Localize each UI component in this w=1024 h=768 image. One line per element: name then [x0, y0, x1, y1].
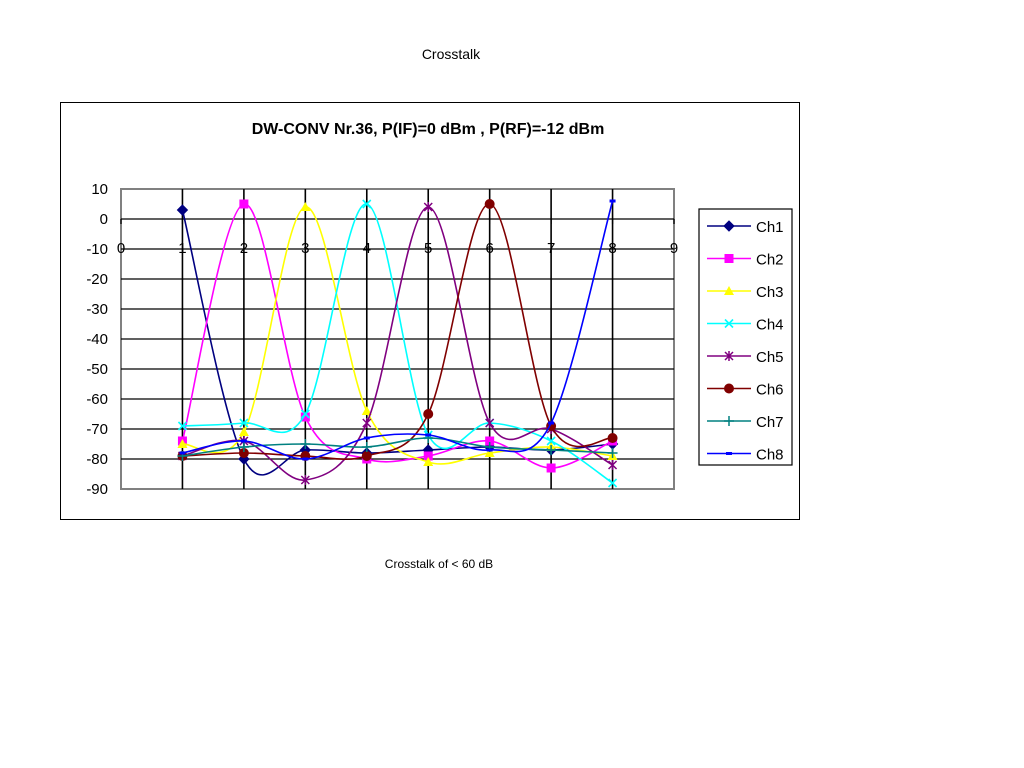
data-point-ch2 — [485, 436, 495, 446]
x-tick-label: 4 — [363, 240, 371, 257]
legend-marker-ch7 — [724, 416, 734, 426]
chart-caption: Crosstalk of < 60 dB — [384, 557, 494, 571]
legend-marker-ch3 — [724, 286, 734, 295]
y-tick-label: -40 — [86, 331, 108, 348]
legend-marker-ch6 — [724, 383, 734, 394]
data-point-ch7 — [607, 448, 618, 458]
data-point-ch5 — [423, 202, 433, 212]
x-tick-label: 7 — [547, 240, 555, 257]
data-point-ch8 — [179, 451, 186, 455]
data-point-ch2 — [546, 463, 556, 473]
y-tick-label: -10 — [86, 241, 108, 258]
data-point-ch8 — [302, 457, 309, 461]
legend-label-ch8: Ch8 — [756, 447, 784, 464]
data-point-ch7 — [546, 445, 557, 455]
data-point-ch4 — [177, 421, 188, 431]
legend-label-ch1: Ch1 — [756, 219, 784, 236]
chart-frame: DW-CONV Nr.36, P(IF)=0 dBm , P(RF)=-12 d… — [60, 102, 800, 520]
data-point-ch7 — [238, 442, 249, 452]
series-ch8 — [179, 199, 616, 461]
data-point-ch3 — [423, 457, 434, 466]
y-tick-label: -20 — [86, 271, 108, 288]
x-tick-label: 9 — [670, 240, 678, 257]
legend-label-ch7: Ch7 — [756, 414, 784, 431]
x-tick-label: 1 — [178, 240, 186, 257]
data-point-ch5 — [300, 475, 310, 485]
crosstalk-line-chart: DW-CONV Nr.36, P(IF)=0 dBm , P(RF)=-12 d… — [86, 121, 793, 498]
y-tick-label: -80 — [86, 451, 108, 468]
legend-marker-ch5 — [724, 351, 734, 361]
data-point-ch2 — [239, 199, 249, 209]
data-point-ch4 — [362, 199, 372, 209]
data-point-ch8 — [240, 439, 247, 443]
chart-title: DW-CONV Nr.36, P(IF)=0 dBm , P(RF)=-12 d… — [252, 121, 605, 138]
x-tick-label: 3 — [301, 240, 309, 257]
x-tick-label: 5 — [424, 240, 432, 257]
data-point-ch6 — [361, 451, 372, 461]
legend-marker-ch2 — [724, 254, 734, 263]
y-tick-label: -30 — [86, 301, 108, 318]
series-line-ch7 — [182, 437, 613, 457]
series-ch7 — [177, 433, 618, 461]
data-point-ch6 — [607, 433, 618, 443]
y-tick-label: -50 — [86, 361, 108, 378]
legend-label-ch6: Ch6 — [756, 382, 784, 399]
legend-label-ch4: Ch4 — [756, 317, 784, 334]
series-line-ch5 — [182, 206, 613, 481]
data-point-ch8 — [425, 433, 432, 437]
chart-legend: Ch1 Ch2 Ch3 Ch4 Ch5 Ch6 Ch7 Ch8 — [698, 208, 793, 466]
legend-box — [698, 208, 793, 466]
data-point-ch5 — [362, 418, 372, 428]
data-point-ch7 — [300, 439, 311, 449]
legend-marker-ch4 — [724, 318, 734, 329]
data-point-ch5 — [485, 418, 495, 428]
series-line-ch2 — [181, 203, 613, 469]
y-tick-label: -90 — [86, 481, 108, 498]
plot-area: 10 0 -10 -20 -30 -40 -50 -60 -70 -80 -90 0 1 2 3 4 5 6 7 8 9 — [86, 181, 678, 498]
series-line-ch6 — [182, 203, 613, 461]
data-point-ch3 — [361, 406, 372, 415]
data-point-ch8 — [486, 448, 493, 452]
legend-marker-ch1 — [723, 220, 735, 232]
data-point-ch4 — [300, 409, 310, 419]
data-point-ch7 — [361, 442, 372, 452]
data-point-ch6 — [484, 199, 495, 209]
data-point-ch1 — [176, 204, 189, 216]
data-point-ch3 — [177, 439, 188, 448]
x-tick-label: 8 — [608, 240, 616, 257]
data-point-ch8 — [609, 199, 616, 203]
y-tick-label: 0 — [100, 211, 108, 228]
data-point-ch4 — [546, 436, 556, 446]
data-point-ch2 — [300, 412, 310, 422]
x-tick-label: 2 — [240, 240, 248, 257]
y-tick-label: 10 — [91, 181, 108, 198]
legend-label-ch5: Ch5 — [756, 349, 784, 366]
data-point-ch3 — [484, 448, 495, 457]
data-point-ch5 — [608, 460, 618, 470]
data-point-ch4 — [239, 418, 249, 428]
series-line-ch4 — [182, 203, 614, 484]
y-tick-label: -70 — [86, 421, 108, 438]
legend-label-ch2: Ch2 — [756, 252, 784, 269]
page-title: Crosstalk — [421, 46, 481, 62]
x-tick-label: 6 — [485, 240, 493, 257]
legend-label-ch3: Ch3 — [756, 284, 784, 301]
data-point-ch8 — [363, 436, 370, 440]
data-point-ch4 — [607, 478, 618, 488]
data-point-ch3 — [238, 427, 249, 436]
legend-marker-ch8 — [726, 452, 732, 455]
data-point-ch6 — [238, 448, 249, 458]
y-tick-label: -60 — [86, 391, 108, 408]
data-point-ch8 — [548, 421, 555, 425]
data-point-ch3 — [300, 202, 311, 211]
x-tick-label: 0 — [117, 240, 125, 257]
data-point-ch6 — [423, 409, 434, 419]
data-point-ch2 — [423, 451, 433, 461]
